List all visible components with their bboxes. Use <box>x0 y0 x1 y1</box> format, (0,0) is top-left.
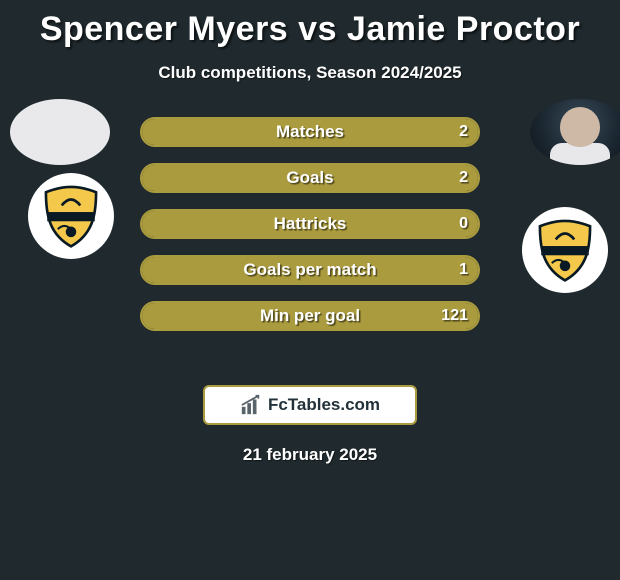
stat-label: Hattricks <box>142 211 478 237</box>
stat-value-right: 1 <box>459 257 468 283</box>
stat-row: Goals 2 <box>140 163 480 193</box>
stat-row: Matches 2 <box>140 117 480 147</box>
crest-icon <box>532 217 598 283</box>
crest-icon <box>38 183 104 249</box>
stat-rows: Matches 2 Goals 2 Hattricks 0 Goals per … <box>140 117 480 347</box>
date-text: 21 february 2025 <box>0 445 620 465</box>
bars-icon <box>240 394 262 416</box>
brand-text: FcTables.com <box>268 395 380 415</box>
page-subtitle: Club competitions, Season 2024/2025 <box>0 63 620 83</box>
stat-value-right: 2 <box>459 119 468 145</box>
comparison-area: Matches 2 Goals 2 Hattricks 0 Goals per … <box>0 117 620 367</box>
stat-label: Matches <box>142 119 478 145</box>
stat-row: Hattricks 0 <box>140 209 480 239</box>
brand-badge: FcTables.com <box>203 385 417 425</box>
page-title: Spencer Myers vs Jamie Proctor <box>0 10 620 49</box>
stat-value-right: 121 <box>441 303 468 329</box>
player-right-portrait <box>530 99 620 165</box>
player-left-portrait <box>10 99 110 165</box>
stat-label: Goals per match <box>142 257 478 283</box>
page: Spencer Myers vs Jamie Proctor Club comp… <box>0 0 620 465</box>
stat-row: Goals per match 1 <box>140 255 480 285</box>
stat-label: Goals <box>142 165 478 191</box>
stat-row: Min per goal 121 <box>140 301 480 331</box>
stat-label: Min per goal <box>142 303 478 329</box>
club-crest-left <box>28 173 114 259</box>
stat-value-right: 2 <box>459 165 468 191</box>
stat-value-right: 0 <box>459 211 468 237</box>
club-crest-right <box>522 207 608 293</box>
